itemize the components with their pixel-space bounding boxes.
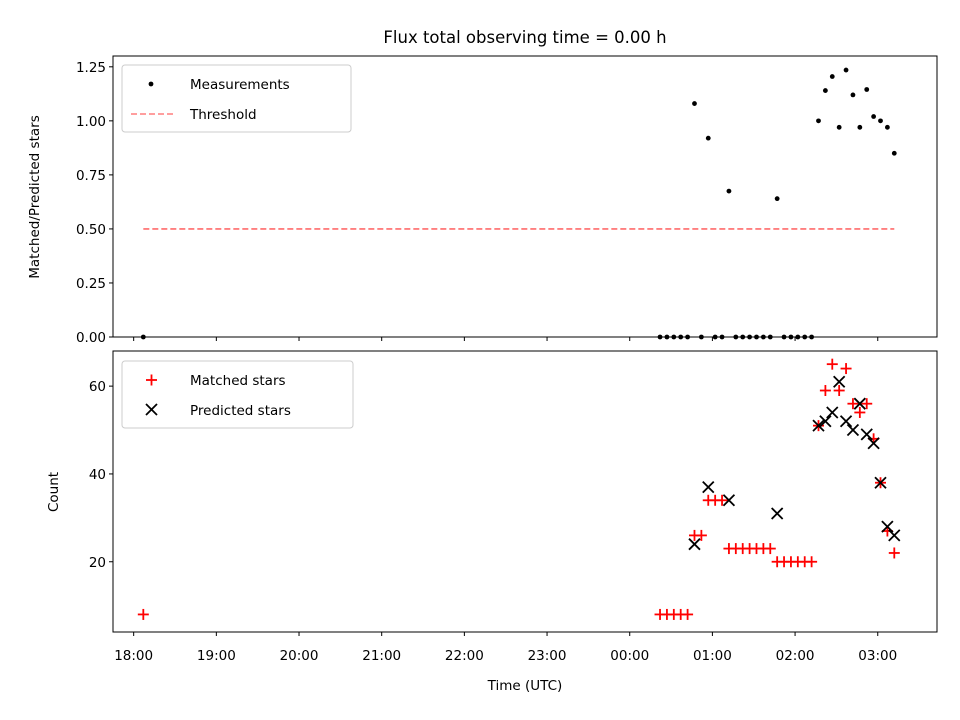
y-tick-label: 40 (89, 467, 106, 483)
y-tick-label: 1.25 (76, 60, 106, 76)
measurement-point (822, 88, 828, 93)
x-tick-label: 19:00 (197, 648, 236, 664)
predicted-star-point (881, 520, 894, 533)
ratio-y-axis-label: Matched/Predicted stars (27, 115, 43, 278)
matched-star-point (826, 358, 838, 370)
measurement-point (836, 124, 842, 130)
matched-star-point (819, 385, 831, 397)
predicted-star-point (826, 406, 839, 419)
x-tick-label: 22:00 (445, 648, 484, 664)
ratio-panel: 0.00 0.25 0.50 0.75 1.00 1.25 Matched/Predict… (27, 55, 938, 346)
count-legend-box (121, 360, 354, 429)
count-plot-marks (137, 358, 901, 620)
predicted-star-point (819, 415, 832, 428)
predicted-star-point (702, 480, 715, 494)
measurement-point (857, 124, 863, 130)
predicted-star-point (771, 507, 784, 520)
matched-star-point (764, 543, 776, 555)
y-tick-label: 0.75 (76, 168, 106, 184)
measurement-point (816, 118, 821, 124)
y-tick-label: 20 (89, 555, 106, 571)
predicted-star-point (839, 415, 853, 428)
predicted-star-point (833, 375, 846, 388)
legend-predicted-label: Predicted stars (190, 403, 291, 419)
legend-matched-marker (146, 374, 157, 386)
matched-star-point (695, 529, 707, 541)
legend-measurements-label: Measurements (190, 77, 290, 93)
matched-star-point (716, 494, 728, 506)
x-tick-label: 03:00 (858, 648, 897, 664)
predicted-star-point (867, 437, 880, 450)
x-tick-label: 21:00 (362, 648, 401, 664)
count-y-axis-label: Count (46, 472, 62, 512)
x-tick-label: 00:00 (610, 648, 649, 664)
count-legend: Matched stars Predicted stars (121, 360, 354, 429)
ratio-axes-frame (112, 55, 938, 338)
matched-star-point (137, 608, 149, 620)
ratio-legend: Measurements Threshold (121, 64, 352, 133)
matched-star-point (888, 547, 900, 559)
x-tick-label: 18:00 (114, 648, 153, 664)
measurement-point (871, 114, 877, 119)
ratio-axes: 0.00 0.25 0.50 0.75 1.00 1.25 (76, 60, 879, 346)
matched-star-point (861, 398, 873, 410)
matched-star-point (847, 398, 859, 410)
ratio-plot-marks (140, 67, 897, 340)
count-axes-frame (112, 350, 938, 633)
y-tick-label: 1.00 (76, 114, 106, 130)
predicted-star-point (874, 476, 887, 489)
measurement-point (705, 135, 711, 141)
y-tick-label: 60 (89, 379, 106, 395)
legend-measurements-marker (148, 81, 154, 87)
matched-star-point (854, 406, 866, 418)
measurement-point (692, 101, 697, 106)
predicted-star-point (846, 423, 860, 437)
legend-matched-label: Matched stars (190, 373, 286, 389)
measurement-point (878, 118, 883, 124)
y-tick-label: 0.00 (76, 330, 106, 346)
measurement-point (891, 150, 897, 156)
x-tick-label: 02:00 (776, 648, 815, 664)
predicted-star-point (853, 397, 866, 410)
matched-star-point (840, 363, 852, 375)
matched-star-point (806, 556, 818, 568)
ratio-legend-box (121, 64, 352, 133)
predicted-star-point (722, 494, 736, 507)
predicted-star-point (688, 538, 701, 551)
matched-star-point (682, 608, 694, 620)
legend-threshold-label: Threshold (189, 107, 257, 123)
y-tick-label: 0.25 (76, 276, 106, 292)
predicted-star-point (812, 419, 825, 432)
measurement-point (884, 124, 890, 130)
y-tick-label: 0.50 (76, 222, 106, 238)
measurement-point (850, 92, 856, 98)
x-axis-label: Time (UTC) (487, 678, 563, 694)
count-panel: 20 40 60 18:00 19:00 20:00 21:00 22:00 23:00 00:0… (46, 350, 938, 694)
measurement-point (864, 87, 870, 92)
legend-predicted-marker (145, 403, 158, 416)
measurement-point (843, 67, 849, 73)
predicted-star-point (860, 428, 873, 441)
matched-star-point (833, 385, 845, 397)
x-tick-label: 01:00 (693, 648, 732, 664)
measurement-point (829, 74, 835, 79)
x-tick-label: 20:00 (280, 648, 319, 664)
figure-title: Flux total observing time = 0.00 h (383, 28, 666, 47)
count-axes: 20 40 60 18:00 19:00 20:00 21:00 22:00 23:00 00:0… (89, 379, 897, 664)
x-tick-label: 23:00 (528, 648, 567, 664)
predicted-star-point (888, 529, 901, 542)
measurement-point (726, 188, 732, 194)
measurement-point (774, 196, 780, 202)
